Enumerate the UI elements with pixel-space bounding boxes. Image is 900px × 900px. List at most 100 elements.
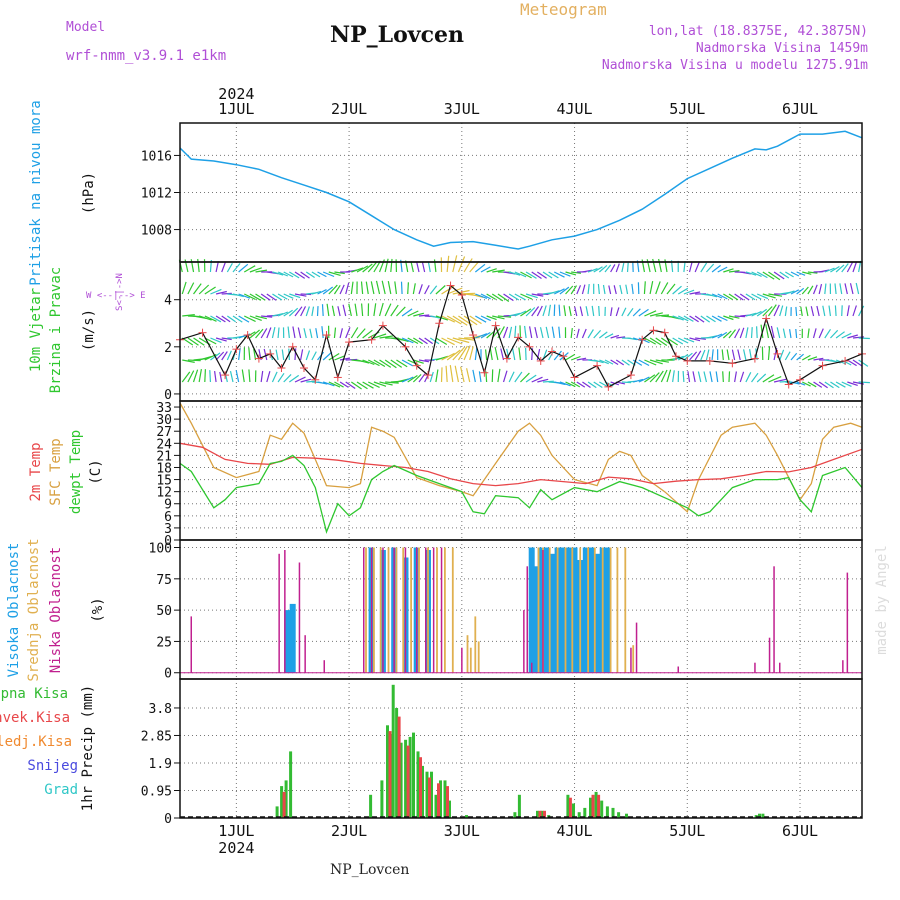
wind-arrow bbox=[452, 255, 458, 273]
wind-arrow bbox=[722, 371, 724, 383]
wind-arrow bbox=[762, 271, 775, 280]
wind-arrow bbox=[334, 355, 345, 361]
wind-arrow bbox=[272, 293, 283, 301]
wind-arrow bbox=[410, 261, 414, 273]
wind-arrow bbox=[401, 359, 414, 367]
top-day-label: 3JUL bbox=[444, 100, 480, 118]
precip-bar bbox=[540, 810, 544, 818]
wind-arrow bbox=[362, 381, 374, 389]
wind-arrow bbox=[311, 306, 315, 317]
wind-arrow bbox=[289, 271, 300, 279]
wind-arrow bbox=[328, 271, 341, 276]
precip-bar bbox=[589, 797, 592, 818]
wind-arrow bbox=[660, 369, 668, 383]
wind-arrow bbox=[418, 314, 430, 317]
cloud-bar bbox=[531, 662, 533, 673]
wind-arrow bbox=[643, 281, 646, 295]
wind-compass-horizontal: W <--|--> E bbox=[86, 291, 146, 301]
wind-arrow bbox=[531, 306, 540, 317]
wind-arrow bbox=[277, 372, 285, 383]
wind-arrow bbox=[760, 324, 764, 339]
wind-arrow bbox=[632, 359, 643, 366]
wind-arrow bbox=[615, 359, 625, 366]
wind-arrow bbox=[238, 263, 249, 273]
wind-arrow bbox=[249, 293, 262, 301]
wind-arrow bbox=[311, 290, 322, 295]
wind-arrow bbox=[830, 265, 840, 273]
wind-arrow bbox=[486, 330, 495, 339]
wind-arrow bbox=[255, 269, 268, 273]
precip-bar bbox=[443, 780, 447, 818]
wind-arrow bbox=[362, 359, 375, 366]
wind-arrow bbox=[229, 370, 234, 383]
wind-arrow bbox=[852, 305, 857, 317]
wind-arrow bbox=[721, 349, 724, 361]
cloud-bar bbox=[593, 547, 596, 673]
wind-arrow bbox=[672, 370, 675, 383]
cloud-bar bbox=[582, 547, 589, 673]
wind-arrow bbox=[839, 283, 843, 295]
wind-arrow bbox=[322, 351, 333, 361]
wind-compass-vertical: S<-|->N bbox=[115, 273, 125, 311]
cloud-bar bbox=[677, 666, 679, 673]
wind-arrow bbox=[238, 315, 250, 323]
wind-arrow bbox=[322, 271, 335, 278]
wind-arrow bbox=[354, 303, 358, 317]
wind-arrow bbox=[800, 306, 803, 317]
wind-arrow bbox=[221, 351, 228, 361]
wind-arrow bbox=[204, 369, 206, 383]
wind-arrow bbox=[238, 348, 241, 361]
wind-arrow bbox=[700, 262, 708, 273]
wind-arrow bbox=[446, 255, 450, 273]
wind-arrow bbox=[553, 271, 565, 278]
cloud-bar bbox=[526, 566, 528, 673]
wind-arrow bbox=[773, 304, 780, 317]
precip-bar bbox=[406, 745, 410, 818]
wind-arrow bbox=[339, 328, 343, 339]
wind-arrow bbox=[474, 263, 486, 273]
wind-arrow bbox=[706, 293, 718, 298]
wind-arrow bbox=[294, 306, 303, 317]
wind-arrow bbox=[427, 261, 431, 273]
wind-arrow bbox=[401, 337, 414, 344]
y-tick-label: 0 bbox=[164, 388, 172, 403]
precip-bar bbox=[448, 800, 451, 818]
wind-arrow bbox=[581, 328, 587, 339]
wind-arrow bbox=[765, 324, 770, 339]
wind-arrow bbox=[480, 266, 491, 273]
wind-arrow bbox=[326, 303, 330, 317]
wind-arrow bbox=[551, 326, 555, 339]
wind-arrow bbox=[480, 331, 491, 339]
wind-arrow bbox=[210, 315, 222, 323]
wind-arrow bbox=[784, 306, 788, 317]
wind-arrow bbox=[554, 381, 566, 386]
precip-bar bbox=[577, 812, 581, 818]
cloud-bar bbox=[298, 562, 301, 673]
wind-arrow bbox=[226, 350, 232, 361]
wind-arrow bbox=[356, 381, 368, 390]
wind-arrow bbox=[494, 346, 499, 361]
wind-arrow bbox=[576, 357, 587, 361]
wind-arrow bbox=[480, 293, 491, 300]
cloud-bar bbox=[402, 547, 405, 673]
cloud-bar bbox=[382, 547, 384, 673]
wind-arrow bbox=[677, 315, 689, 322]
cloud-bar bbox=[537, 547, 544, 673]
precip-bar bbox=[761, 813, 765, 818]
wind-arrow bbox=[334, 271, 345, 275]
wind-arrow bbox=[824, 283, 827, 295]
wind-arrow bbox=[463, 258, 473, 273]
precip-bar bbox=[380, 780, 384, 818]
cloud-bar bbox=[564, 547, 567, 673]
precip-bar bbox=[386, 725, 389, 818]
wind-arrow bbox=[767, 346, 771, 361]
cloud-bar bbox=[440, 547, 443, 673]
wind-arrow bbox=[762, 374, 775, 383]
wind-arrow bbox=[632, 308, 641, 317]
wind-arrow bbox=[666, 337, 679, 346]
wind-arrow bbox=[597, 283, 600, 295]
cloud-bar bbox=[528, 547, 535, 673]
precip-bar bbox=[399, 742, 403, 818]
wind-arrow bbox=[300, 378, 312, 383]
wind-unit: (m/s) bbox=[81, 309, 97, 351]
